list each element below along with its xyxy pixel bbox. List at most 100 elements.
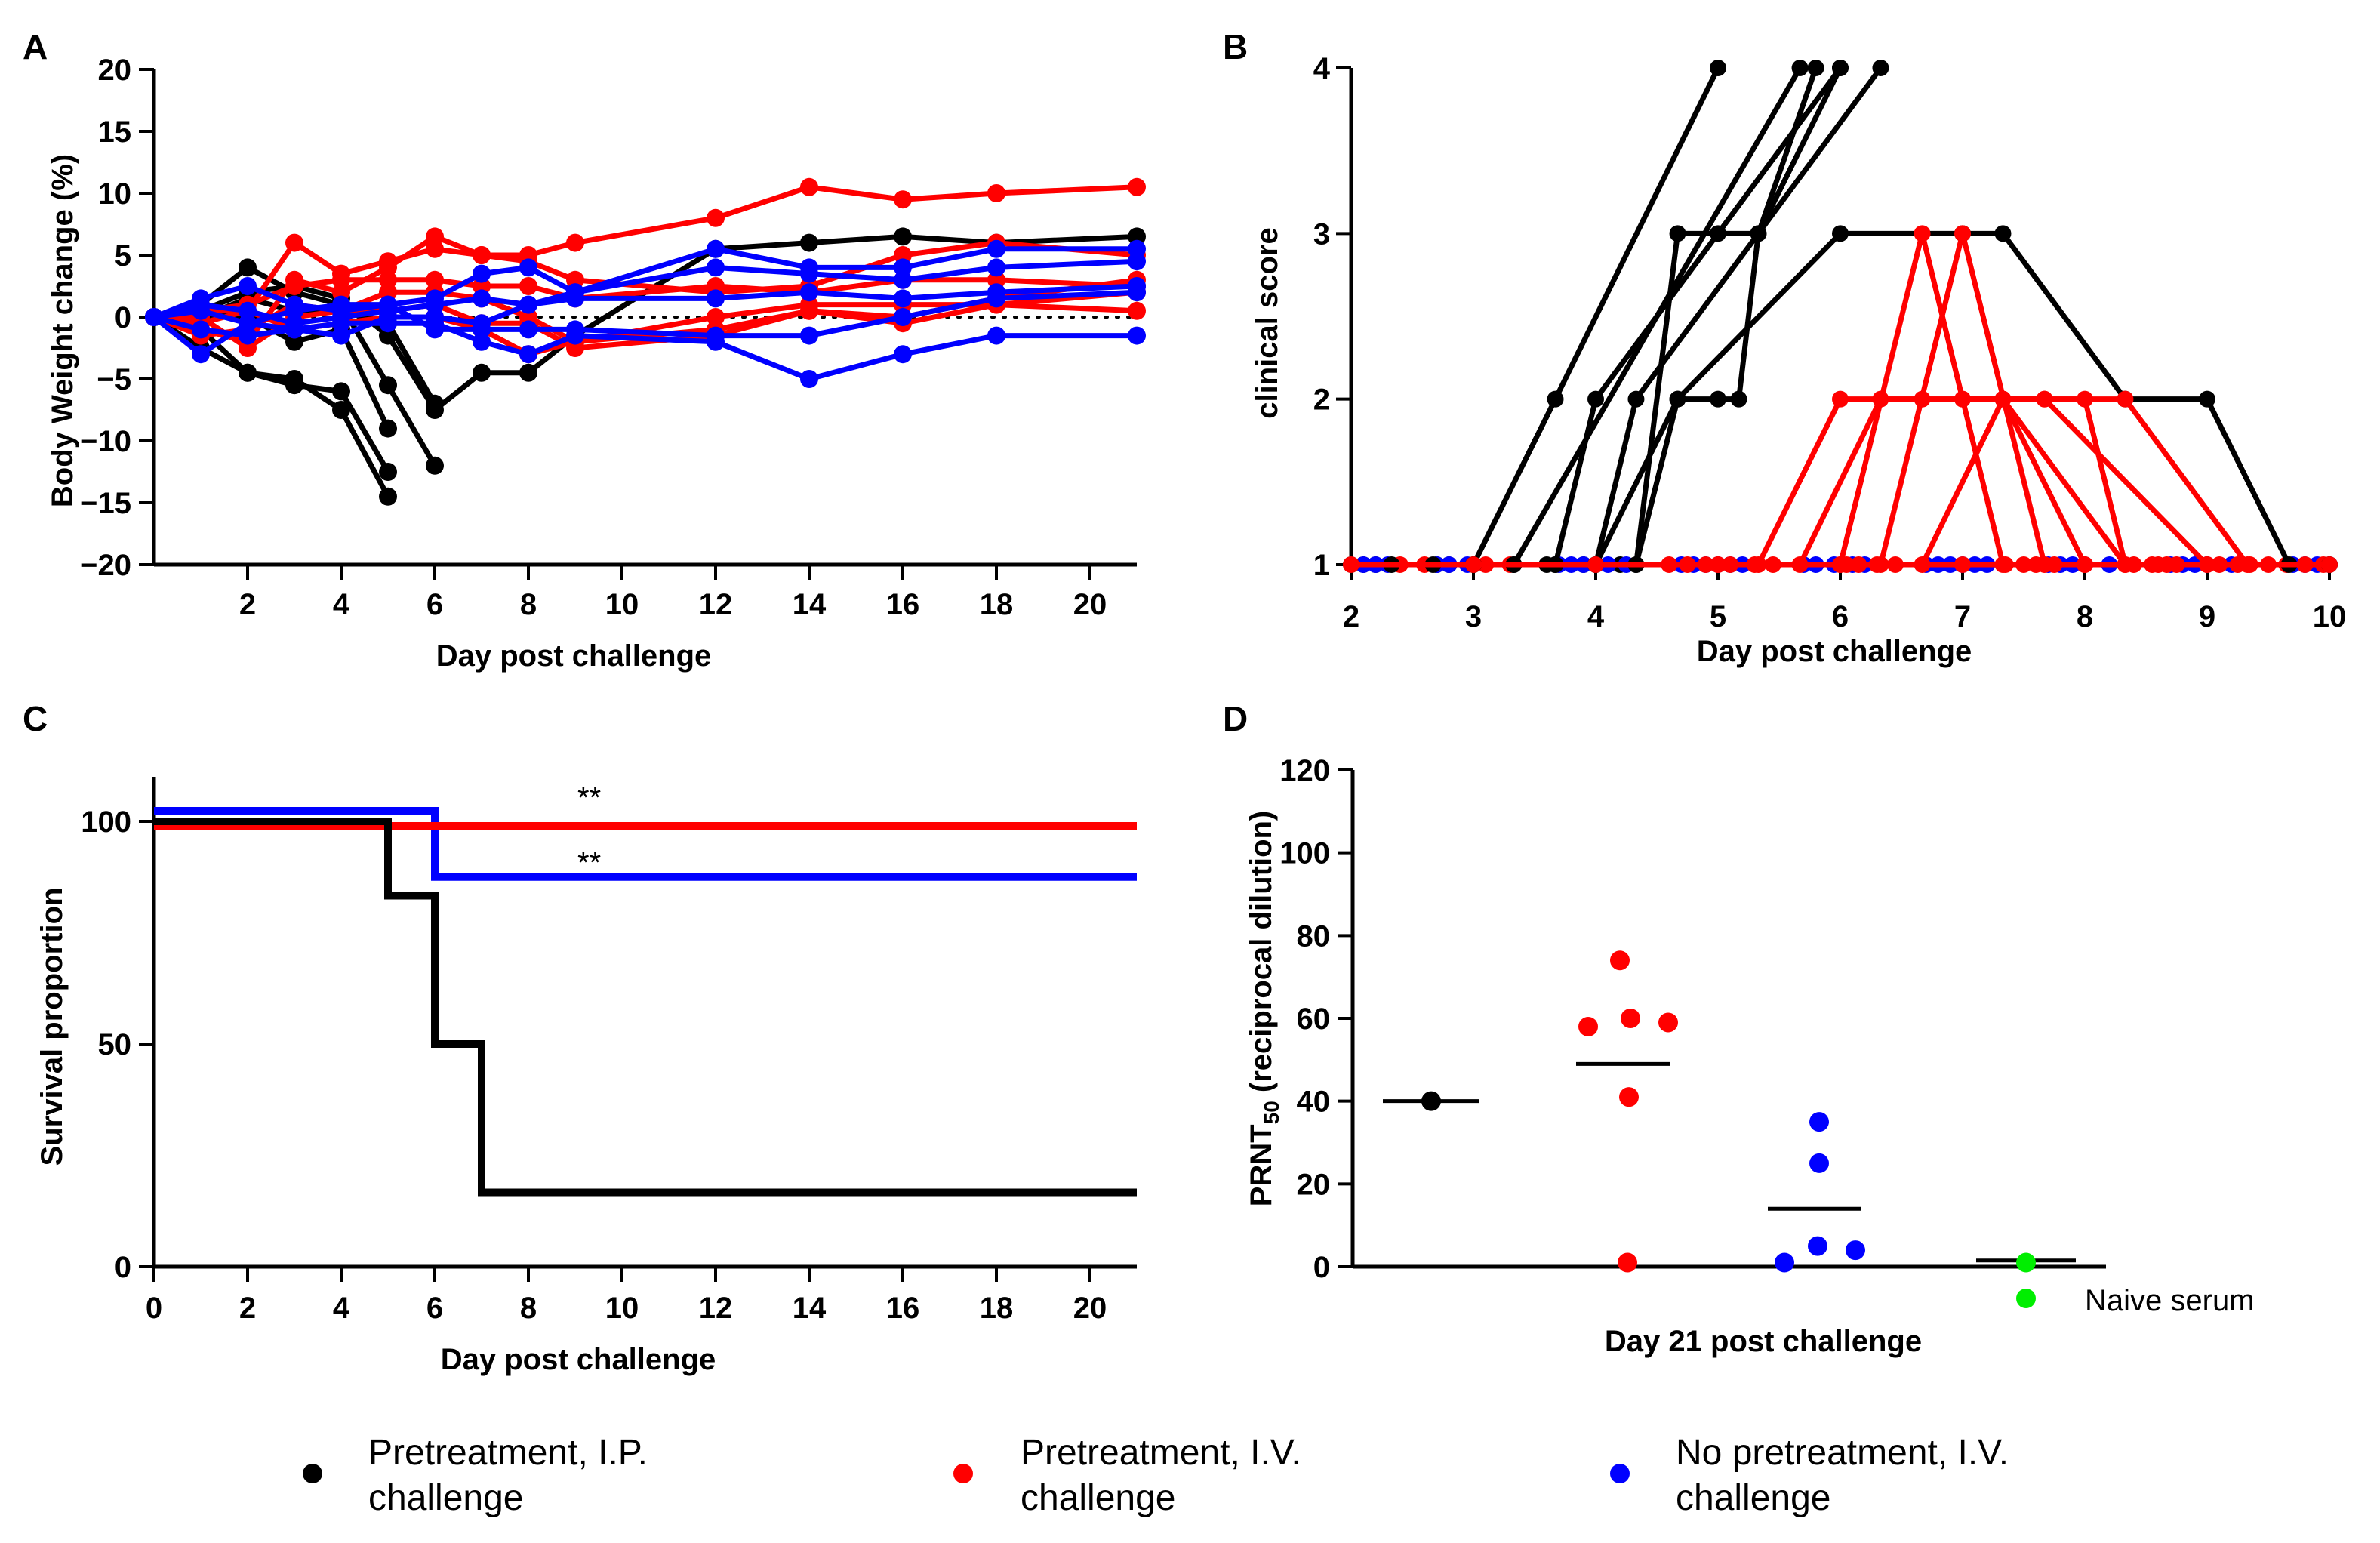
panel-a-x-tick-label: 20 — [1073, 588, 1107, 621]
panel-a-data-point — [426, 295, 444, 314]
panel-b-data-point — [1872, 390, 1889, 408]
panel-a-data-point — [239, 301, 257, 320]
panel-a: A Day post challenge Body Weight change … — [23, 27, 1146, 673]
panel-label-a: A — [23, 27, 48, 66]
panel-a-y-tick-label: −20 — [80, 549, 131, 582]
panel-b-data-point — [1832, 60, 1849, 76]
panel-a-data-point — [707, 277, 725, 295]
panel-a-data-point — [379, 295, 397, 314]
legend: Pretreatment, I.P. challenge Pretreatmen… — [303, 1433, 2009, 1518]
panel-d-data-point — [1421, 1091, 1441, 1111]
panel-a-data-point — [566, 233, 584, 252]
panel-b-x-tick-label: 2 — [1343, 600, 1359, 633]
panel-a-data-point — [987, 239, 1005, 258]
panel-d-data-point — [1621, 1009, 1640, 1028]
panel-b-data-point — [1791, 556, 1809, 573]
panel-d-x-axis-title: Day 21 post challenge — [1605, 1325, 1922, 1358]
panel-b-x-tick-label: 3 — [1465, 600, 1482, 633]
panel-a-data-point — [426, 227, 444, 246]
panel-c-x-tick-label: 10 — [605, 1292, 639, 1325]
panel-a-data-point — [894, 270, 912, 289]
panel-b-data-point — [1710, 225, 1726, 242]
panel-a-data-point — [894, 246, 912, 264]
panel-b-x-tick-label: 8 — [2077, 600, 2093, 633]
panel-a-data-point — [332, 295, 350, 314]
panel-b: B Day post challenge clinical score 1234… — [1223, 27, 2346, 668]
panel-c-x-tick-label: 2 — [239, 1292, 256, 1325]
panel-a-x-tick-label: 4 — [333, 588, 350, 621]
panel-a-data-point — [239, 277, 257, 295]
panel-a-data-point — [379, 283, 397, 302]
panel-a-data-point — [566, 270, 584, 289]
panel-a-data-point — [379, 419, 397, 438]
panel-b-data-point — [1343, 556, 1359, 573]
panel-c-significance-annotation: ** — [577, 781, 601, 815]
panel-b-data-point — [2036, 390, 2053, 408]
panel-a-data-point — [332, 283, 350, 302]
panel-a-data-point — [285, 301, 303, 320]
panel-a-data-point — [519, 295, 537, 314]
panel-a-x-tick-label: 14 — [793, 588, 827, 621]
panel-a-x-axis-title: Day post challenge — [436, 639, 712, 673]
panel-a-data-point — [566, 289, 584, 308]
panel-b-x-tick-label: 4 — [1587, 600, 1605, 633]
panel-d-data-point — [1775, 1252, 1794, 1273]
panel-b-data-point — [2036, 556, 2053, 573]
panel-a-data-point — [473, 332, 491, 351]
panel-a-data-point — [519, 345, 537, 364]
panel-a-data-point — [987, 326, 1005, 345]
panel-c-x-axis-title: Day post challenge — [441, 1343, 716, 1376]
panel-a-data-point — [1128, 252, 1146, 271]
panel-b-data-point — [2199, 390, 2215, 408]
legend-label-pretreat-ip-line1: Pretreatment, I.P. — [368, 1433, 648, 1473]
panel-a-data-point — [800, 233, 818, 252]
panel-d-y-tick-label: 60 — [1297, 1002, 1331, 1036]
panel-a-data-point — [894, 227, 912, 246]
panel-a-data-point — [473, 277, 491, 295]
panel-b-data-point — [2117, 390, 2134, 408]
panel-a-data-point — [894, 190, 912, 209]
panel-a-data-point — [800, 283, 818, 302]
panel-a-data-point — [519, 277, 537, 295]
panel-label-d: D — [1223, 699, 1248, 738]
panel-c: C Day post challenge Survival proportion… — [23, 699, 1137, 1376]
panel-c-x-tick-label: 18 — [980, 1292, 1014, 1325]
panel-a-data-point — [894, 345, 912, 364]
panel-a-data-point — [426, 456, 444, 475]
panel-a-data-point — [800, 295, 818, 314]
panel-a-data-point — [1128, 239, 1146, 258]
panel-b-data-point — [1807, 60, 1824, 76]
panel-a-x-tick-label: 18 — [980, 588, 1014, 621]
panel-c-y-tick-label: 50 — [98, 1028, 132, 1061]
panel-c-x-tick-label: 0 — [146, 1292, 162, 1325]
legend-label-pretreat-iv-line1: Pretreatment, I.V. — [1021, 1433, 1301, 1473]
panel-b-data-point — [1710, 556, 1726, 573]
panel-a-x-tick-label: 12 — [699, 588, 733, 621]
panel-d-data-point — [1808, 1236, 1827, 1256]
panel-b-series-line — [1633, 66, 1818, 565]
panel-a-data-point — [379, 314, 397, 333]
legend-label-pretreat-ip-line2: challenge — [368, 1478, 524, 1518]
panel-a-data-point — [707, 289, 725, 308]
panel-b-x-tick-label: 6 — [1832, 600, 1849, 633]
panel-b-data-point — [1750, 225, 1767, 242]
panel-b-y-axis-title: clinical score — [1251, 227, 1284, 418]
panel-a-data-point — [285, 320, 303, 339]
panel-a-data-point — [894, 308, 912, 326]
panel-b-data-point — [1791, 60, 1809, 76]
panel-b-data-point — [1627, 390, 1645, 408]
legend-marker-pretreat-iv — [953, 1464, 973, 1483]
panel-b-x-tick-label: 10 — [2313, 600, 2347, 633]
panel-b-data-point — [1994, 225, 2012, 242]
panel-a-x-tick-label: 10 — [605, 588, 639, 621]
panel-d-data-point — [1578, 1016, 1598, 1036]
panel-c-x-tick-label: 4 — [333, 1292, 350, 1325]
panel-a-data-point — [473, 289, 491, 308]
panel-b-data-point — [1669, 390, 1686, 408]
panel-a-data-point — [800, 177, 818, 196]
panel-b-data-point — [1465, 556, 1482, 573]
panel-a-data-point — [192, 301, 210, 320]
panel-d-data-point — [1809, 1153, 1829, 1173]
panel-a-data-point — [332, 270, 350, 289]
